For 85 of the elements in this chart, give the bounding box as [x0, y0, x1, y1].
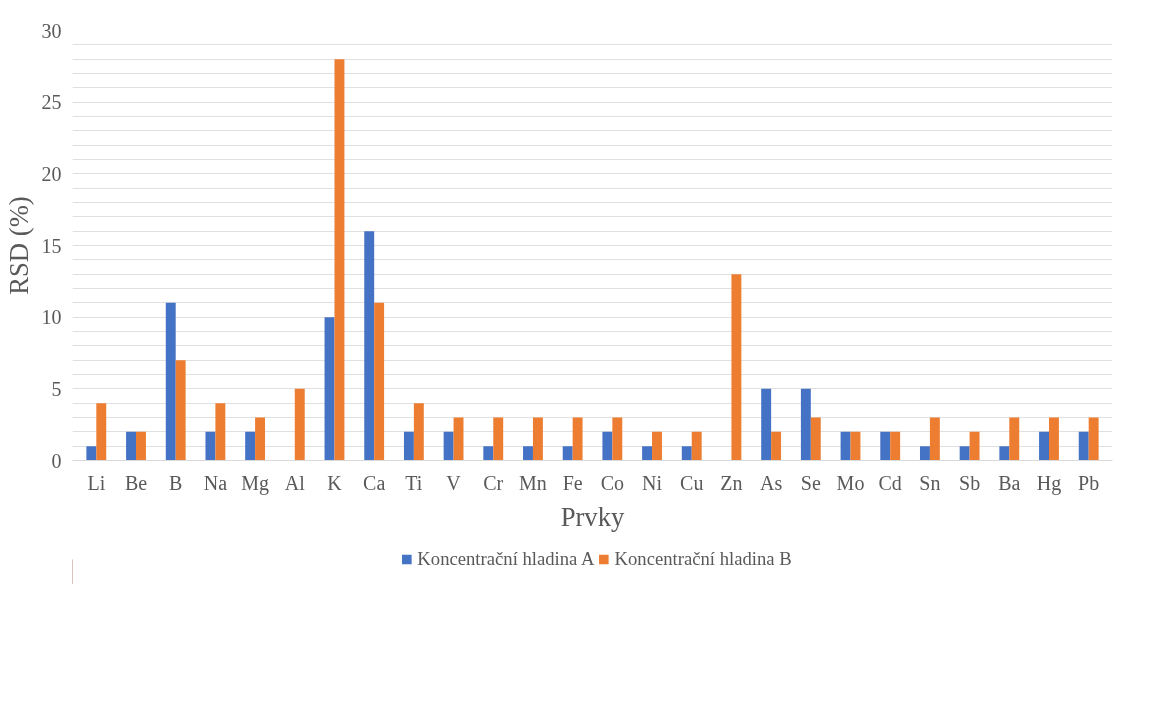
bar	[413, 403, 424, 461]
x-tick-label: Na	[203, 471, 228, 494]
y-tick-label: 15	[41, 234, 62, 257]
x-tick-label: Cd	[878, 471, 902, 494]
bar	[443, 431, 454, 461]
bar	[126, 431, 137, 461]
bar	[215, 403, 226, 461]
x-tick-label: Hg	[1036, 471, 1062, 495]
bar	[652, 431, 662, 461]
bar	[999, 446, 1010, 461]
y-axis-title: RSD (%)	[3, 196, 34, 295]
bar	[483, 446, 494, 461]
bar	[403, 431, 414, 461]
bar	[840, 431, 851, 461]
bar	[493, 417, 504, 461]
bar	[800, 388, 811, 461]
x-tick-label: Se	[800, 471, 821, 494]
y-tick-label: 25	[41, 91, 62, 114]
bar	[969, 431, 980, 461]
bar	[562, 446, 573, 461]
bar	[1009, 417, 1020, 461]
x-tick-label: V	[446, 471, 462, 494]
x-tick-label: Pb	[1078, 471, 1100, 494]
y-tick-label: 20	[41, 162, 62, 185]
bar	[771, 431, 782, 461]
bar	[324, 317, 335, 461]
x-tick-label: Cr	[483, 471, 504, 494]
x-tick-label: Be	[124, 471, 148, 494]
bar	[532, 417, 543, 461]
x-tick-label: Ba	[998, 471, 1021, 494]
x-tick-label: Mn	[519, 471, 547, 494]
x-tick-label: Ni	[642, 471, 663, 494]
bar	[731, 274, 742, 461]
x-tick-label: B	[169, 471, 183, 494]
bar	[136, 431, 146, 461]
bar	[681, 446, 692, 461]
bar	[523, 446, 533, 461]
bar	[691, 431, 702, 461]
x-tick-label: Al	[284, 471, 306, 494]
y-tick-label: 5	[51, 377, 62, 400]
x-tick-label: Sb	[959, 471, 981, 494]
bar	[165, 302, 176, 461]
bar	[642, 446, 653, 461]
bar	[919, 446, 930, 461]
bar	[334, 59, 345, 461]
x-tick-label: Mo	[836, 471, 865, 494]
x-tick-label: Co	[600, 471, 625, 494]
bar	[374, 302, 385, 461]
bar	[810, 417, 821, 461]
x-tick-label: Zn	[720, 471, 743, 494]
x-tick-label: Cu	[680, 471, 704, 494]
x-tick-label: As	[760, 471, 783, 494]
x-tick-label: Li	[87, 471, 106, 494]
bar	[572, 417, 583, 461]
x-tick-label: Sn	[919, 471, 941, 494]
bar	[294, 388, 305, 461]
legend-label: Koncentrační hladina B	[614, 548, 792, 570]
bar	[96, 403, 107, 461]
bar	[1039, 431, 1049, 461]
bar	[255, 417, 266, 461]
x-axis-title: Prvky	[560, 501, 626, 532]
bar	[175, 360, 186, 461]
x-tick-label: Mg	[241, 471, 269, 495]
bar	[612, 417, 623, 461]
bar	[761, 388, 772, 461]
x-tick-label: Fe	[562, 471, 583, 494]
bar	[929, 417, 940, 461]
bar	[890, 431, 901, 461]
x-tick-label: Ca	[363, 471, 386, 494]
bar	[880, 431, 891, 461]
bar	[959, 446, 970, 461]
y-tick-label: 10	[41, 306, 62, 329]
y-tick-label: 0	[51, 449, 62, 472]
y-tick-label: 30	[41, 19, 62, 42]
bar	[364, 231, 375, 461]
bar	[205, 431, 216, 461]
bar	[245, 431, 256, 461]
bar	[1048, 417, 1059, 461]
bar	[1088, 417, 1099, 461]
legend-label: Koncentrační hladina A	[417, 548, 595, 570]
bar	[1078, 431, 1089, 461]
bar	[602, 431, 613, 461]
bar	[86, 446, 97, 461]
x-tick-label: Ti	[405, 471, 423, 494]
x-tick-label: K	[327, 471, 343, 494]
